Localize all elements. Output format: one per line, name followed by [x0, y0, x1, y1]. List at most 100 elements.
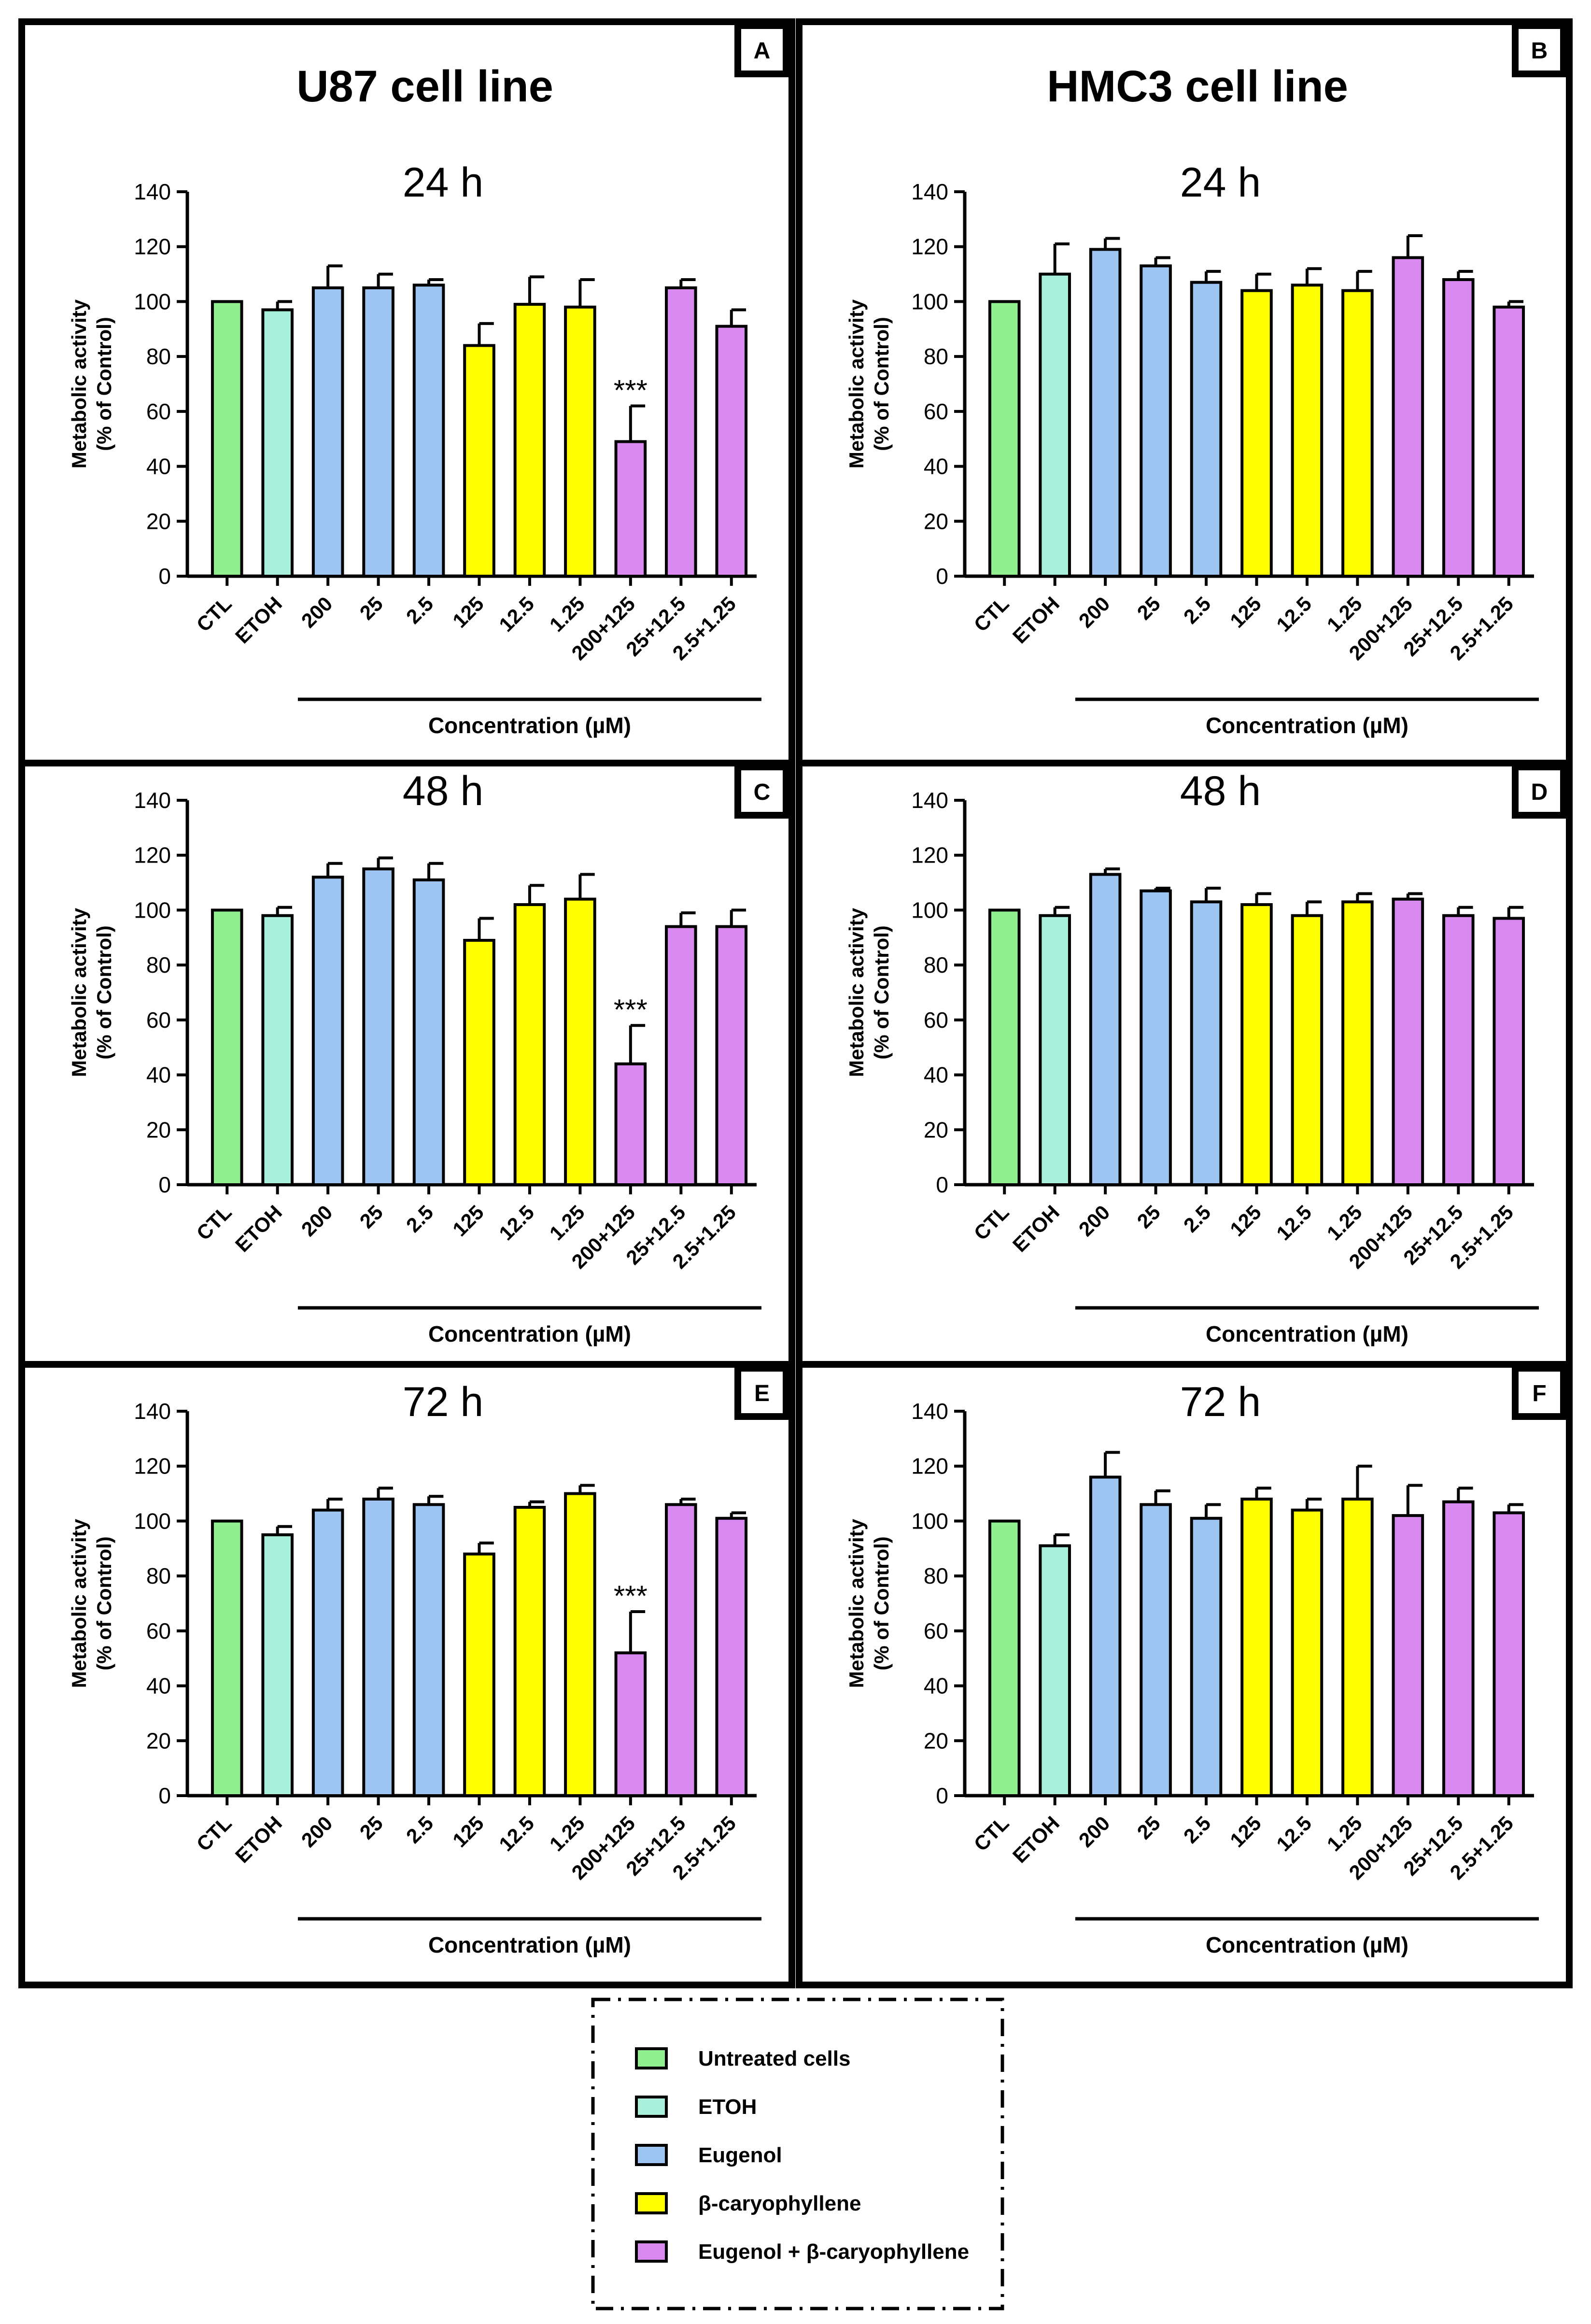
bar-CTL	[211, 1519, 243, 1797]
x-tick-label: 125	[1225, 1201, 1266, 1241]
bar-1.25	[564, 305, 596, 578]
bar-2.5+1.25	[715, 1516, 748, 1798]
bar-12.5	[1291, 283, 1323, 578]
panel-letter-box	[734, 764, 789, 819]
bar-ETOH	[261, 1533, 294, 1798]
panel-letter-box	[734, 1365, 789, 1420]
bar-12.5	[513, 303, 546, 578]
bar-ETOH	[1039, 1544, 1071, 1798]
legend-label-etoh: ETOH	[698, 2095, 757, 2119]
bar-12.5	[1291, 914, 1323, 1187]
bar-200	[311, 1508, 344, 1798]
x-tick-label: 125	[448, 592, 488, 632]
panel-letter: E	[754, 1381, 770, 1406]
y-tick-label: 140	[134, 1399, 171, 1424]
x-tick-label: 1.25	[1323, 1201, 1366, 1245]
significance-marker: ***	[614, 374, 648, 406]
y-axis-label: Metabolic activity	[845, 907, 868, 1077]
y-tick-label: 0	[936, 1172, 948, 1197]
col-title-hmc3: HMC3 cell line	[1047, 62, 1348, 111]
x-tick-label: 125	[448, 1201, 488, 1241]
x-tick-label: 200	[1074, 1201, 1114, 1241]
legend-swatch-eugenol	[635, 2144, 668, 2166]
bar-25	[362, 1497, 394, 1797]
legend-swatch-combination	[635, 2240, 668, 2263]
y-tick-label: 60	[924, 1618, 948, 1644]
y-tick-label: 0	[936, 1783, 948, 1808]
y-tick-label: 120	[134, 234, 171, 259]
x-tick-label: ETOH	[1008, 592, 1064, 648]
x-tick-label: 12.5	[494, 1201, 538, 1245]
timepoint-title: 72 h	[403, 1379, 483, 1425]
bar-2.5+1.25	[1492, 917, 1525, 1186]
y-axis-label-unit: (% of Control)	[870, 925, 893, 1060]
x-tick-label: 1.25	[545, 1201, 589, 1245]
y-tick-label: 40	[146, 1063, 171, 1088]
bar-1.25	[1341, 1497, 1374, 1797]
x-tick-label: 1.25	[545, 592, 589, 636]
bar-25+12.5	[665, 925, 697, 1186]
bar-1.25	[564, 1492, 596, 1798]
panel-letter-box	[734, 22, 789, 77]
y-tick-label: 40	[924, 454, 948, 479]
bar-200+125	[1392, 1514, 1424, 1797]
bar-1.25	[1341, 289, 1374, 578]
bar-125	[463, 1552, 495, 1798]
timepoint-title: 48 h	[403, 768, 483, 814]
x-axis-label: Concentration (µM)	[1206, 1932, 1408, 1957]
x-tick-label: 25	[355, 1812, 387, 1843]
timepoint-title: 72 h	[1180, 1379, 1261, 1425]
panel-e: E 72 h 0 20 40 60 80 100 120 140 Metabolic activit…	[18, 1361, 795, 1988]
y-tick-label: 40	[146, 1673, 171, 1699]
x-tick-label: 25	[1133, 1201, 1165, 1233]
bar-CTL	[211, 300, 243, 578]
bar-ETOH	[261, 308, 294, 578]
panel-letter: B	[1531, 38, 1548, 64]
x-tick-label: ETOH	[1008, 1812, 1064, 1867]
legend-label-caryophyllene: β-caryophyllene	[698, 2192, 861, 2215]
bar-12.5	[513, 1506, 546, 1797]
x-tick-label: ETOH	[231, 1812, 286, 1867]
y-tick-label: 100	[134, 289, 171, 314]
x-axis-label: Concentration (µM)	[428, 713, 631, 738]
x-tick-label: 200	[297, 1201, 337, 1241]
bar-CTL	[988, 1519, 1021, 1797]
x-tick-label: 12.5	[1272, 1812, 1316, 1856]
y-tick-label: 0	[158, 1172, 171, 1197]
bar-25	[362, 867, 394, 1186]
x-tick-label: CTL	[970, 1201, 1014, 1245]
x-tick-label: CTL	[192, 1812, 236, 1856]
panel-letter: C	[754, 779, 771, 805]
bar-125	[463, 938, 495, 1186]
y-axis-label: Metabolic activity	[68, 299, 90, 468]
y-tick-label: 120	[134, 843, 171, 868]
y-tick-label: 80	[146, 344, 171, 369]
bar-25	[362, 286, 394, 578]
bar-200	[1089, 873, 1122, 1186]
x-tick-label: 25	[355, 592, 387, 624]
panel-a: A 24 h 0 20 40 60 80 100 120 140 Metabolic activit…	[18, 18, 795, 766]
y-tick-label: 60	[924, 1007, 948, 1033]
y-axis-label-unit: (% of Control)	[93, 1536, 115, 1671]
col-title-u87: U87 cell line	[296, 62, 553, 111]
x-tick-label: 200	[1074, 1812, 1114, 1852]
legend-border	[591, 1998, 1004, 2310]
bar-2.5+1.25	[1492, 1511, 1525, 1797]
panel-letter: F	[1532, 1381, 1546, 1406]
y-tick-label: 40	[146, 454, 171, 479]
bar-CTL	[988, 908, 1021, 1186]
significance-marker: ***	[614, 993, 648, 1026]
bar-25+12.5	[1442, 914, 1475, 1187]
y-tick-label: 100	[134, 897, 171, 922]
bar-12.5	[513, 903, 546, 1186]
x-tick-label: ETOH	[231, 1201, 286, 1256]
y-axis-label: Metabolic activity	[845, 299, 868, 468]
y-tick-label: 80	[146, 952, 171, 978]
y-axis-label-unit: (% of Control)	[870, 1536, 893, 1671]
x-tick-label: 200	[1074, 592, 1114, 632]
bar-2.5	[412, 878, 445, 1186]
bar-200+125	[614, 440, 647, 578]
x-tick-label: 12.5	[494, 592, 538, 636]
legend-label-eugenol: Eugenol	[698, 2143, 782, 2167]
bar-2.5+1.25	[715, 925, 748, 1186]
